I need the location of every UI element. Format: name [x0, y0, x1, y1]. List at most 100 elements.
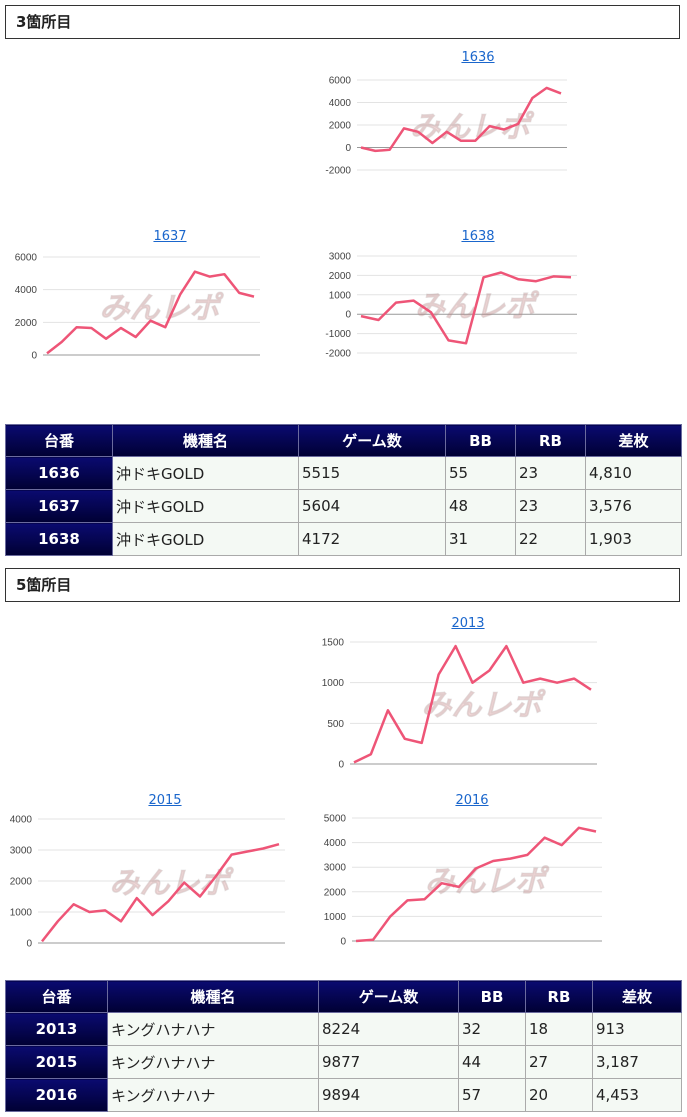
y-tick-label: 3000 — [329, 252, 352, 263]
games-count: 9894 — [318, 1078, 459, 1112]
header-rb: RB — [515, 424, 586, 457]
chart-1637: 1637 6000 4000 2000 0 みんレポ — [5, 229, 300, 389]
bb-count: 57 — [458, 1078, 526, 1112]
y-tick-label: 1000 — [10, 908, 33, 919]
machine-number[interactable]: 2015 — [5, 1045, 108, 1079]
y-tick-label: -2000 — [325, 166, 351, 177]
y-tick-label: -1000 — [325, 329, 351, 340]
diff-coins: 3,187 — [592, 1045, 682, 1079]
header-machine-no: 台番 — [5, 980, 108, 1013]
machine-number[interactable]: 1638 — [5, 522, 113, 556]
games-count: 5604 — [298, 489, 446, 523]
y-tick-label: 3000 — [10, 846, 33, 857]
y-tick-label: 0 — [345, 310, 351, 321]
header-bb: BB — [458, 980, 526, 1013]
line-chart: 6000 4000 2000 0 -2000 みんレポ — [325, 76, 567, 177]
watermark-logo: みんレポ — [99, 291, 225, 327]
chart-title-link[interactable]: 1637 — [153, 229, 187, 244]
chart-1636: 1636 6000 4000 2000 0 -2000 みんレポ — [322, 50, 612, 210]
chart-1638: 1638 3000 2000 1000 0 -1000 -2000 みんレポ — [322, 229, 612, 389]
series-line — [353, 644, 592, 764]
y-tick-label: 4000 — [329, 98, 352, 109]
line-chart: 6000 4000 2000 0 みんレポ — [15, 253, 260, 362]
chart-title-link[interactable]: 2013 — [451, 616, 485, 631]
bb-count: 31 — [445, 522, 516, 556]
header-diff: 差枚 — [585, 424, 682, 457]
rb-count: 18 — [525, 1012, 593, 1046]
machine-number[interactable]: 2016 — [5, 1078, 108, 1112]
header-machine-no: 台番 — [5, 424, 113, 457]
svg-text:みんレポ: みんレポ — [410, 110, 535, 145]
line-chart: 3000 2000 1000 0 -1000 -2000 みんレポ — [325, 252, 577, 360]
y-tick-label: 500 — [327, 719, 344, 730]
watermark-logo: みんレポ — [421, 688, 547, 724]
header-model: 機種名 — [112, 424, 299, 457]
chart-2015: 2015 4000 3000 2000 1000 0 みんレポ — [5, 793, 300, 953]
y-tick-label: 2000 — [329, 271, 352, 282]
games-count: 4172 — [298, 522, 446, 556]
machine-number[interactable]: 2013 — [5, 1012, 108, 1046]
games-count: 8224 — [318, 1012, 459, 1046]
chart-2013: 2013 1500 1000 500 0 みんレポ — [312, 616, 612, 776]
machine-number[interactable]: 1636 — [5, 456, 113, 490]
bb-count: 44 — [458, 1045, 526, 1079]
watermark-logo: みんレポ — [410, 110, 536, 146]
y-tick-label: 0 — [338, 760, 344, 771]
line-chart: 4000 3000 2000 1000 0 みんレポ — [10, 815, 285, 950]
header-rb: RB — [525, 980, 593, 1013]
svg-text:みんレポ: みんレポ — [422, 688, 547, 723]
header-games: ゲーム数 — [298, 424, 446, 457]
table-row: 2016 キングハナハナ 9894 57 20 4,453 — [5, 1078, 682, 1112]
header-games: ゲーム数 — [318, 980, 459, 1013]
diff-coins: 1,903 — [585, 522, 682, 556]
y-tick-label: 6000 — [15, 253, 38, 264]
y-tick-label: 5000 — [324, 814, 347, 825]
svg-text:みんレポ: みんレポ — [415, 290, 540, 325]
machine-table-3: 台番 機種名 ゲーム数 BB RB 差枚 1636 沖ドキGOLD 5515 5… — [5, 424, 682, 556]
y-tick-label: 1500 — [322, 638, 345, 649]
chart-title-link[interactable]: 1638 — [461, 229, 495, 244]
diff-coins: 4,810 — [585, 456, 682, 490]
y-tick-label: 1000 — [324, 912, 347, 923]
y-tick-label: 3000 — [324, 863, 347, 874]
y-tick-label: 0 — [345, 143, 351, 154]
rb-count: 23 — [515, 489, 586, 523]
series-line — [355, 826, 597, 943]
header-diff: 差枚 — [592, 980, 682, 1013]
series-line — [360, 271, 572, 345]
bb-count: 55 — [445, 456, 516, 490]
rb-count: 27 — [525, 1045, 593, 1079]
chart-title-link[interactable]: 2015 — [148, 793, 182, 808]
table-row: 1637 沖ドキGOLD 5604 48 23 3,576 — [5, 489, 682, 523]
table-row: 1638 沖ドキGOLD 4172 31 22 1,903 — [5, 522, 682, 556]
y-tick-label: 6000 — [329, 76, 352, 87]
y-tick-label: 1000 — [322, 678, 345, 689]
model-name: 沖ドキGOLD — [112, 522, 299, 556]
games-count: 9877 — [318, 1045, 459, 1079]
chart-title-link[interactable]: 1636 — [461, 50, 495, 65]
games-count: 5515 — [298, 456, 446, 490]
rb-count: 22 — [515, 522, 586, 556]
model-name: キングハナハナ — [107, 1078, 319, 1112]
y-tick-label: 2000 — [329, 121, 352, 132]
diff-coins: 4,453 — [592, 1078, 682, 1112]
header-model: 機種名 — [107, 980, 319, 1013]
y-tick-label: 0 — [26, 939, 32, 950]
header-bb: BB — [445, 424, 516, 457]
svg-text:みんレポ: みんレポ — [425, 865, 550, 900]
y-tick-label: 0 — [340, 937, 346, 948]
line-chart: 5000 4000 3000 2000 1000 0 みんレポ — [324, 814, 602, 948]
model-name: 沖ドキGOLD — [112, 489, 299, 523]
chart-title-link[interactable]: 2016 — [455, 793, 489, 808]
watermark-logo: みんレポ — [425, 864, 551, 900]
bb-count: 48 — [445, 489, 516, 523]
y-tick-label: 1000 — [329, 290, 352, 301]
y-tick-label: 4000 — [15, 285, 38, 296]
machine-number[interactable]: 1637 — [5, 489, 113, 523]
y-tick-label: 2000 — [10, 877, 33, 888]
model-name: 沖ドキGOLD — [112, 456, 299, 490]
rb-count: 23 — [515, 456, 586, 490]
section-header-5: 5箇所目 — [5, 568, 680, 602]
diff-coins: 913 — [592, 1012, 682, 1046]
y-tick-label: 2000 — [15, 318, 38, 329]
